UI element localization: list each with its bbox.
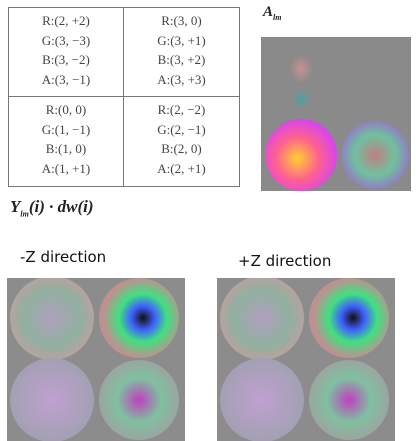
cell-line: G:(1, −1) bbox=[9, 120, 123, 140]
cell-line: B:(3, +2) bbox=[124, 50, 239, 70]
table-cell: R:(2, +2)G:(3, −3)B:(3, −2)A:(3, −1) bbox=[9, 8, 124, 97]
minus-z-image bbox=[7, 278, 185, 441]
cell-line: A:(3, −1) bbox=[9, 70, 123, 90]
cell-line: G:(2, −1) bbox=[124, 120, 239, 140]
table: R:(2, +2)G:(3, −3)B:(3, −2)A:(3, −1)R:(3… bbox=[8, 7, 240, 187]
caption: -Z direction bbox=[20, 248, 106, 266]
cell-line: G:(3, −3) bbox=[9, 31, 123, 51]
figure: R:(2, +2)G:(3, −3)B:(3, −2)A:(3, −1)R:(3… bbox=[0, 0, 416, 441]
table-cell: R:(2, −2)G:(2, −1)B:(2, 0)A:(2, +1) bbox=[124, 97, 239, 186]
cell-line: A:(2, +1) bbox=[124, 159, 239, 179]
cell-line: R:(0, 0) bbox=[9, 100, 123, 120]
table-cell: R:(3, 0)G:(3, +1)B:(3, +2)A:(3, +3) bbox=[124, 8, 239, 97]
cell-line: B:(2, 0) bbox=[124, 139, 239, 159]
cell-line: B:(3, −2) bbox=[9, 50, 123, 70]
plus-z-image bbox=[217, 278, 395, 441]
alm-image bbox=[261, 37, 411, 191]
cell-line: G:(3, +1) bbox=[124, 31, 239, 51]
cell-line: R:(2, +2) bbox=[9, 11, 123, 31]
formula: Ylm(i) · dw(i) bbox=[10, 197, 94, 218]
table-cell: R:(0, 0)G:(1, −1)B:(1, 0)A:(1, +1) bbox=[9, 97, 124, 186]
cell-line: A:(3, +3) bbox=[124, 70, 239, 90]
cell-line: R:(2, −2) bbox=[124, 100, 239, 120]
cell-line: A:(1, +1) bbox=[9, 159, 123, 179]
cell-line: R:(3, 0) bbox=[124, 11, 239, 31]
caption: +Z direction bbox=[238, 252, 331, 270]
alm-label: Alm bbox=[263, 4, 281, 22]
cell-line: B:(1, 0) bbox=[9, 139, 123, 159]
